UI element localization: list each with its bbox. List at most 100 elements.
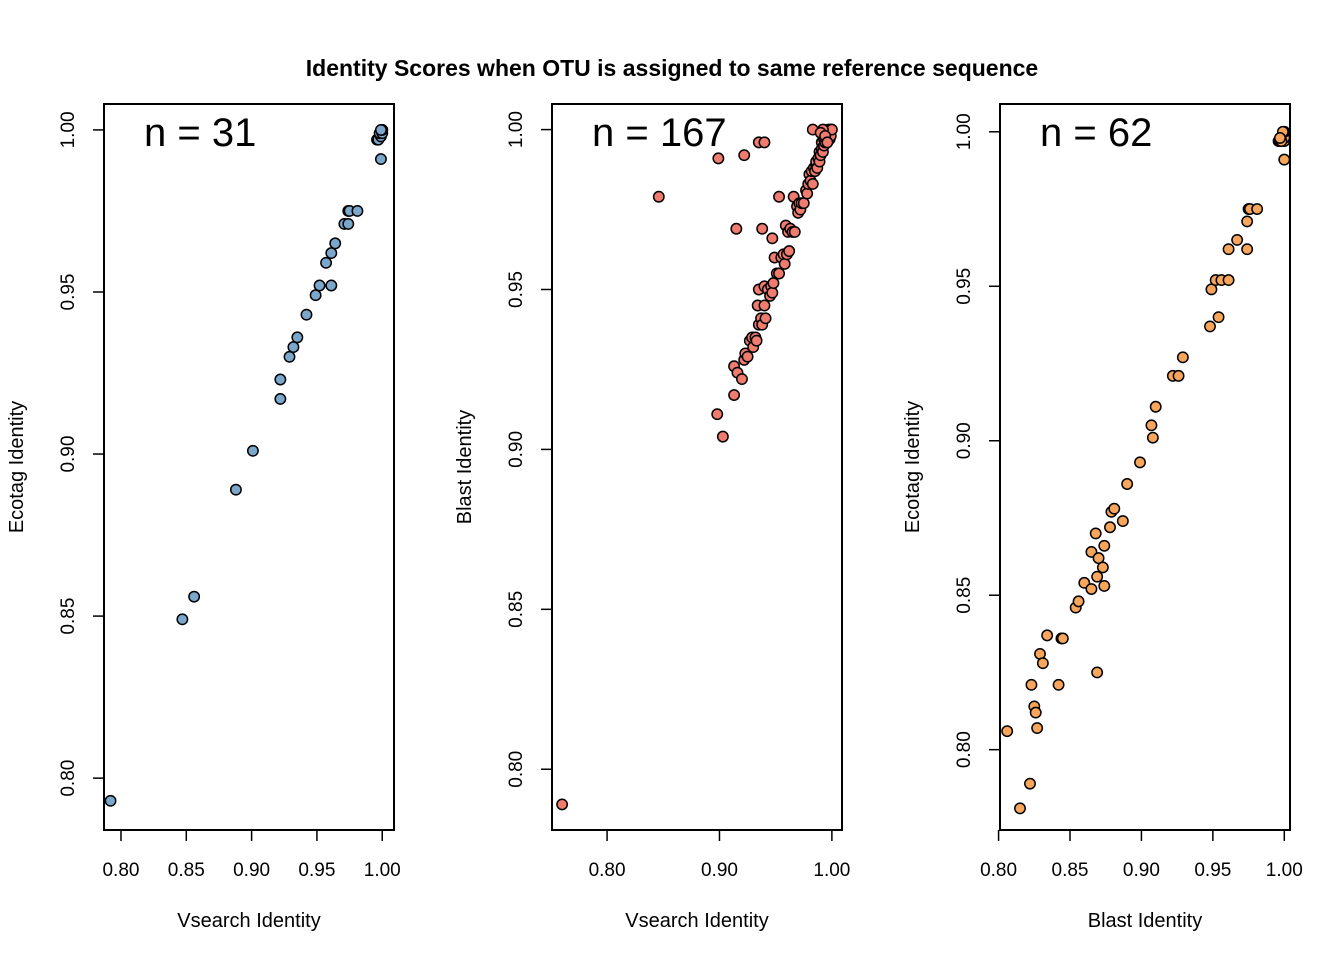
x-tick-label: 0.95 <box>298 860 335 881</box>
data-point <box>766 232 779 245</box>
data-point <box>188 590 201 603</box>
plot-frame <box>103 103 395 831</box>
data-point <box>1096 561 1109 574</box>
data-point <box>1091 666 1104 679</box>
data-point <box>759 312 772 325</box>
y-tick-label: 0.80 <box>506 751 527 788</box>
data-point <box>300 308 313 321</box>
x-tick-label: 0.90 <box>1123 860 1160 881</box>
data-point <box>1149 400 1162 413</box>
x-tick-label: 1.00 <box>1266 860 1303 881</box>
y-tick-label: 1.00 <box>954 113 975 150</box>
data-point <box>1108 502 1121 515</box>
y-tick-label: 0.95 <box>58 273 79 310</box>
data-point <box>1098 539 1111 552</box>
data-point <box>229 483 242 496</box>
data-point <box>758 136 771 149</box>
data-point <box>1098 579 1111 592</box>
data-point <box>1134 456 1146 469</box>
y-axis-label: Blast Identity <box>454 410 476 525</box>
y-tick-label: 1.00 <box>506 111 527 148</box>
y-tick-label: 0.85 <box>954 577 975 614</box>
data-point <box>1278 153 1291 166</box>
y-tick-label: 0.85 <box>58 598 79 635</box>
data-point <box>320 256 333 269</box>
data-point <box>736 373 748 385</box>
panel-3: 0.80 0.85 0.90 0.95 1.00 0.80 0.85 0.90 0.95 1.00… <box>902 103 1303 932</box>
data-point <box>1031 722 1044 735</box>
data-point <box>274 373 287 386</box>
x-tick-label: 0.85 <box>1052 860 1089 881</box>
data-point <box>374 123 387 136</box>
data-point <box>711 408 724 421</box>
data-point <box>1172 369 1185 382</box>
data-point <box>1116 515 1129 528</box>
data-point <box>712 152 725 165</box>
x-tick-label: 0.85 <box>168 860 205 881</box>
data-point <box>738 149 751 162</box>
data-point <box>730 222 743 235</box>
data-point <box>1091 570 1104 583</box>
x-tick-label: 1.00 <box>364 860 401 881</box>
data-point <box>797 197 810 210</box>
data-point <box>1251 203 1264 215</box>
data-point <box>287 341 300 354</box>
data-point <box>1176 351 1189 364</box>
data-point <box>716 430 729 443</box>
data-point <box>821 136 834 149</box>
panels: 0.80 0.85 0.90 0.95 1.00 0.80 0.85 0.90 0.95 1.00… <box>6 103 1303 932</box>
data-point <box>652 190 665 203</box>
data-point <box>1056 632 1069 645</box>
data-point <box>1204 320 1216 333</box>
data-point <box>1024 777 1036 790</box>
data-point <box>728 389 741 401</box>
x-tick-label: 0.80 <box>980 860 1017 881</box>
data-point <box>1085 583 1098 595</box>
data-point <box>1001 725 1014 738</box>
data-point <box>556 798 569 811</box>
y-axis-label: Ecotag Identity <box>902 401 924 533</box>
y-tick-label: 0.90 <box>506 431 527 468</box>
panel-2: 0.80 0.90 1.00 0.80 0.85 0.90 0.95 1.00 Vsearch … <box>454 103 850 932</box>
figure-title: Identity Scores when OTU is assigned to … <box>306 55 1038 81</box>
plot-frame <box>999 103 1291 831</box>
data-point <box>1212 311 1225 324</box>
y-tick-label: 0.95 <box>954 268 975 305</box>
data-point <box>741 350 754 363</box>
data-point <box>351 205 364 217</box>
y-tick-label: 0.90 <box>58 436 79 473</box>
data-point <box>1014 802 1026 815</box>
data-point <box>329 237 342 250</box>
data-point <box>1274 132 1286 144</box>
x-axis-label: Vsearch Identity <box>625 910 768 932</box>
x-tick-label: 0.90 <box>233 860 270 881</box>
data-point <box>1222 274 1235 287</box>
data-point <box>325 247 338 260</box>
y-tick-label: 0.85 <box>506 591 527 628</box>
data-point <box>1036 657 1049 670</box>
x-tick-label: 0.95 <box>1194 860 1231 881</box>
data-point <box>1104 521 1116 534</box>
data-point <box>1121 478 1134 490</box>
data-point <box>1145 419 1158 432</box>
x-axis-label: Vsearch Identity <box>177 910 320 932</box>
data-point <box>1025 678 1038 691</box>
data-point <box>1029 706 1042 719</box>
y-tick-label: 0.80 <box>954 731 975 768</box>
data-point <box>766 286 779 299</box>
data-point <box>104 794 117 807</box>
n-count-annotation: n = 167 <box>592 111 727 155</box>
data-point <box>788 225 801 238</box>
data-point <box>783 245 796 258</box>
data-point <box>342 217 355 230</box>
data-point <box>1089 527 1102 540</box>
data-point <box>283 350 296 363</box>
y-axis-label: Ecotag Identity <box>6 401 28 533</box>
data-point <box>1222 243 1235 256</box>
x-tick-label: 1.00 <box>813 860 850 881</box>
data-point <box>806 178 819 190</box>
data-point <box>176 613 189 626</box>
x-tick-label: 0.80 <box>589 860 626 881</box>
data-point <box>274 392 287 405</box>
